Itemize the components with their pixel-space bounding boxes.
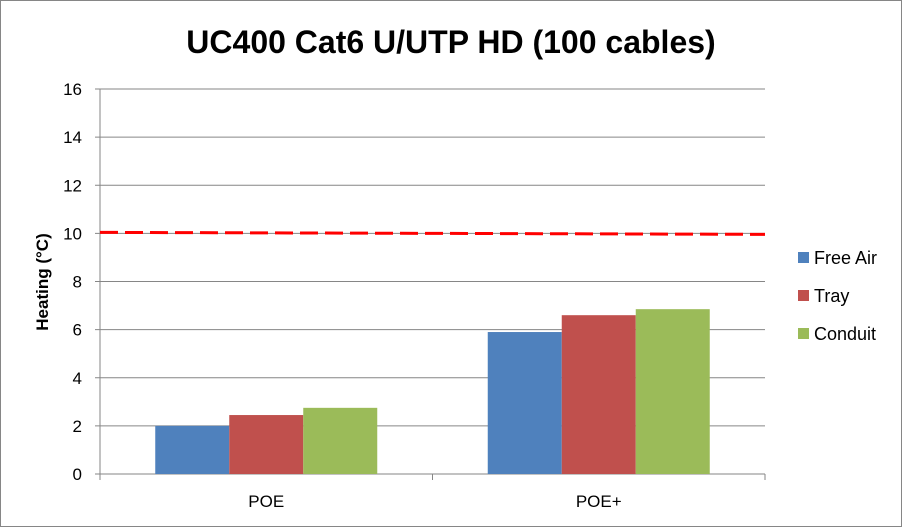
legend: Free Air Tray Conduit	[798, 248, 877, 344]
reference-line	[99, 230, 766, 236]
legend-label: Tray	[814, 286, 849, 306]
bar-free-air-poeplus	[487, 332, 562, 474]
bar-conduit-poeplus	[635, 309, 710, 474]
bar-tray-poeplus	[561, 315, 636, 474]
legend-label: Free Air	[814, 248, 877, 268]
legend-swatch	[798, 252, 809, 263]
chart-title: UC400 Cat6 U/UTP HD (100 cables)	[186, 24, 715, 60]
legend-swatch	[798, 328, 809, 339]
bars	[155, 309, 710, 474]
y-tick-label: 16	[63, 80, 82, 99]
bar-conduit-poe	[303, 407, 378, 474]
legend-swatch	[798, 290, 809, 301]
y-tick-label: 14	[63, 128, 82, 147]
axis-labels: 0 2 4 6 8 10 12 14 16 POE POE+	[63, 80, 622, 511]
y-axis-title: Heating (°C)	[33, 233, 52, 330]
x-category-label: POE	[248, 492, 284, 511]
bar-tray-poe	[229, 415, 304, 474]
y-tick-label: 12	[63, 176, 82, 195]
reference-line-dashed	[99, 230, 766, 236]
y-tick-label: 0	[73, 465, 82, 484]
y-tick-label: 8	[73, 273, 82, 292]
legend-label: Conduit	[814, 324, 876, 344]
x-category-label: POE+	[576, 492, 622, 511]
bar-free-air-poe	[155, 425, 230, 474]
y-tick-label: 6	[73, 321, 82, 340]
y-tick-label: 4	[73, 369, 82, 388]
y-tick-label: 10	[63, 224, 82, 243]
y-tick-label: 2	[73, 417, 82, 436]
